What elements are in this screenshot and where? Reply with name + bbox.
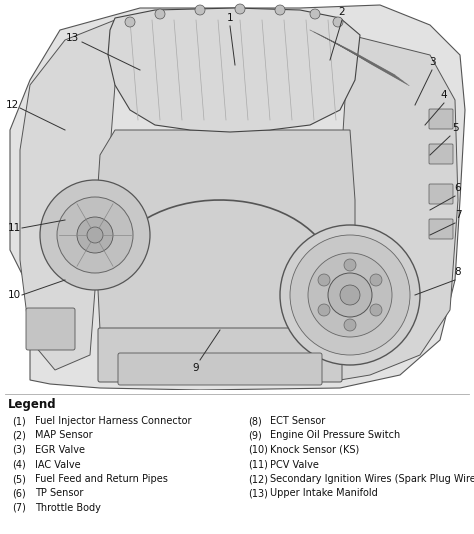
Text: 4: 4 (441, 90, 447, 100)
Circle shape (370, 274, 382, 286)
Circle shape (77, 217, 113, 253)
Polygon shape (95, 130, 355, 375)
Circle shape (333, 17, 343, 27)
Text: Upper Intake Manifold: Upper Intake Manifold (270, 489, 378, 499)
Text: ECT Sensor: ECT Sensor (270, 416, 325, 426)
Text: (13): (13) (248, 489, 268, 499)
Text: 8: 8 (455, 267, 461, 277)
Text: 5: 5 (453, 123, 459, 133)
Text: 7: 7 (455, 210, 461, 220)
Text: (12): (12) (248, 474, 268, 484)
FancyBboxPatch shape (429, 109, 453, 129)
Circle shape (340, 285, 360, 305)
Text: Secondary Ignition Wires (Spark Plug Wires): Secondary Ignition Wires (Spark Plug Wir… (270, 474, 474, 484)
Text: (1): (1) (12, 416, 26, 426)
Circle shape (57, 197, 133, 273)
FancyBboxPatch shape (98, 328, 342, 382)
Text: Legend: Legend (8, 398, 56, 411)
Circle shape (370, 304, 382, 316)
Circle shape (280, 225, 420, 365)
Text: 9: 9 (193, 363, 199, 373)
Text: (4): (4) (12, 459, 26, 469)
Text: 1: 1 (227, 13, 233, 23)
Text: (11): (11) (248, 459, 268, 469)
Text: (10): (10) (248, 445, 268, 455)
Text: MAP Sensor: MAP Sensor (35, 430, 92, 441)
Circle shape (328, 273, 372, 317)
Circle shape (308, 253, 392, 337)
Circle shape (275, 5, 285, 15)
FancyBboxPatch shape (429, 184, 453, 204)
Circle shape (290, 235, 410, 355)
Text: (2): (2) (12, 430, 26, 441)
Circle shape (318, 274, 330, 286)
Text: (7): (7) (12, 503, 26, 513)
Circle shape (344, 319, 356, 331)
Polygon shape (108, 8, 360, 132)
Text: (6): (6) (12, 489, 26, 499)
Text: 12: 12 (5, 100, 18, 110)
Circle shape (344, 259, 356, 271)
Circle shape (318, 304, 330, 316)
Text: 3: 3 (428, 57, 435, 67)
Circle shape (155, 9, 165, 19)
Text: IAC Valve: IAC Valve (35, 459, 81, 469)
Text: Engine Oil Pressure Switch: Engine Oil Pressure Switch (270, 430, 400, 441)
Polygon shape (20, 18, 120, 370)
Text: (5): (5) (12, 474, 26, 484)
Circle shape (310, 9, 320, 19)
Circle shape (125, 17, 135, 27)
Text: 10: 10 (8, 290, 20, 300)
Text: 13: 13 (65, 33, 79, 43)
Circle shape (195, 5, 205, 15)
Text: EGR Valve: EGR Valve (35, 445, 85, 455)
FancyBboxPatch shape (26, 308, 75, 350)
Circle shape (235, 4, 245, 14)
Text: (8): (8) (248, 416, 262, 426)
FancyBboxPatch shape (118, 353, 322, 385)
FancyBboxPatch shape (429, 144, 453, 164)
Text: (3): (3) (12, 445, 26, 455)
Text: Fuel Injector Harness Connector: Fuel Injector Harness Connector (35, 416, 191, 426)
Text: Knock Sensor (KS): Knock Sensor (KS) (270, 445, 359, 455)
Text: (9): (9) (248, 430, 262, 441)
Text: Fuel Feed and Return Pipes: Fuel Feed and Return Pipes (35, 474, 168, 484)
Text: 2: 2 (339, 7, 346, 17)
FancyBboxPatch shape (429, 219, 453, 239)
Text: 6: 6 (455, 183, 461, 193)
Circle shape (40, 180, 150, 290)
Circle shape (87, 227, 103, 243)
Polygon shape (10, 5, 465, 390)
Polygon shape (330, 35, 458, 380)
Text: 11: 11 (8, 223, 21, 233)
Text: PCV Valve: PCV Valve (270, 459, 319, 469)
Text: TP Sensor: TP Sensor (35, 489, 83, 499)
Text: Throttle Body: Throttle Body (35, 503, 101, 513)
